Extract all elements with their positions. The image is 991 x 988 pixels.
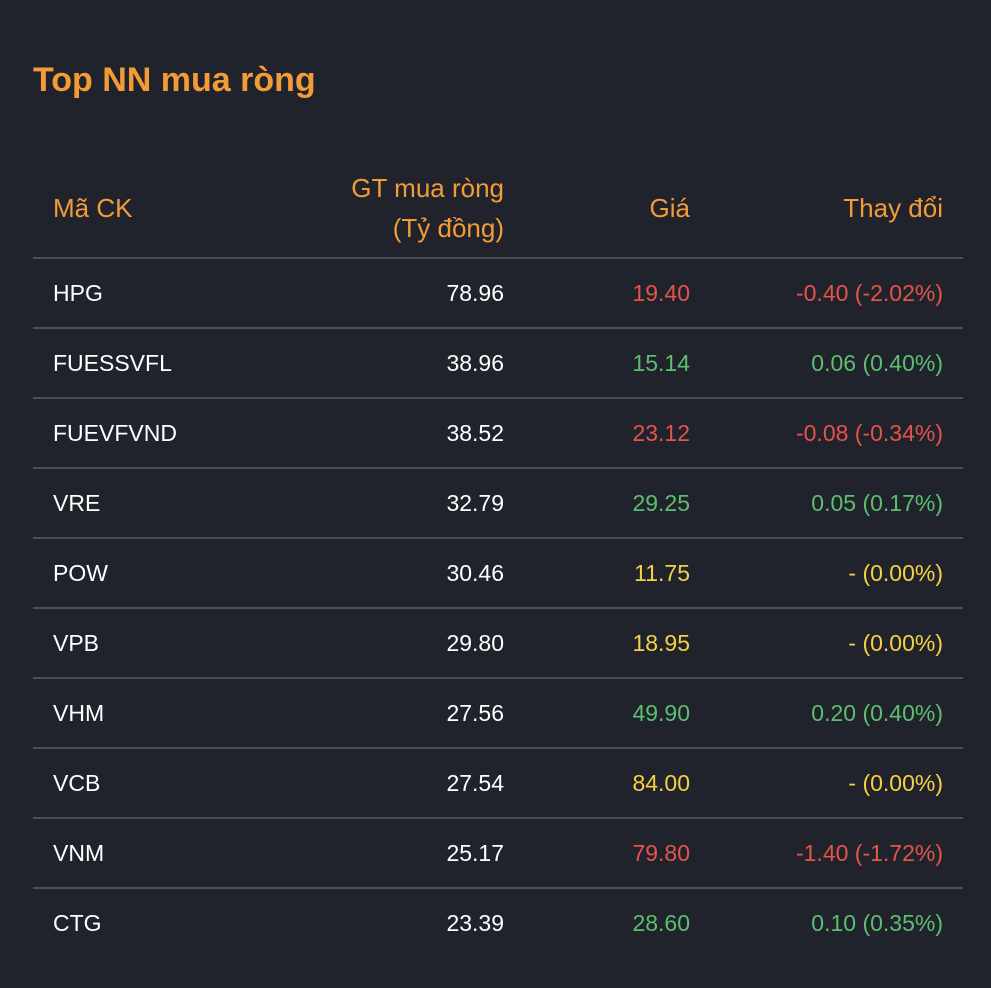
table-row[interactable]: FUESSVFL 38.96 15.14 0.06 (0.40%) — [33, 328, 963, 399]
price-cell: 79.80 — [524, 818, 710, 889]
table-header-row: Mã CK GT mua ròng (Tỷ đồng) Giá Thay đổi — [33, 158, 963, 259]
price-cell: 28.60 — [632, 910, 690, 936]
net-buy-value-cell: 27.54 — [283, 748, 524, 819]
price-cell: 11.75 — [524, 538, 710, 609]
table-row[interactable]: VHM 27.56 49.90 0.20 (0.40%) — [33, 678, 963, 749]
change-cell: 0.10 (0.35%) — [811, 910, 943, 936]
table-row[interactable]: CTG 23.39 28.60 0.10 (0.35%) — [33, 888, 963, 958]
stock-code-cell: VCB — [33, 748, 283, 819]
net-buy-value-cell: 27.56 — [283, 678, 524, 749]
stock-code-cell: FUEVFVND — [33, 398, 283, 469]
table-row[interactable]: FUEVFVND 38.52 23.12 -0.08 (-0.34%) — [33, 398, 963, 469]
change-cell: 0.20 (0.40%) — [710, 678, 963, 749]
change-cell: -1.40 (-1.72%) — [710, 818, 963, 889]
price-cell: 19.40 — [524, 258, 710, 329]
net-buy-value-cell: 78.96 — [283, 258, 524, 329]
table-row[interactable]: VPB 29.80 18.95- (0.00%) — [33, 608, 963, 679]
net-buy-value-cell: 38.96 — [283, 328, 524, 399]
change-cell: - (0.00%) — [710, 748, 963, 819]
net-buy-value-cell: 29.80 — [283, 608, 524, 679]
table-row[interactable]: VNM 25.17 79.80 -1.40 (-1.72%) — [33, 818, 963, 889]
stock-code-cell: CTG — [53, 910, 102, 936]
header-net-buy-value: GT mua ròng (Tỷ đồng) — [283, 158, 524, 259]
table-body: HPG 78.96 19.40 -0.40 (-2.02%) FUESSVFL 38.96… — [33, 258, 963, 958]
change-cell: - (0.00%) — [710, 538, 963, 609]
stock-code-cell: POW — [33, 538, 283, 609]
price-cell: 15.14 — [524, 328, 710, 399]
change-cell: -0.08 (-0.34%) — [710, 398, 963, 469]
table-row[interactable]: VRE 32.79 29.25 0.05 (0.17%) — [33, 468, 963, 539]
header-net-buy-value-line2: (Tỷ đồng) — [392, 212, 504, 243]
table-row[interactable]: VCB 27.54 84.00- (0.00%) — [33, 748, 963, 819]
change-cell: 0.06 (0.40%) — [710, 328, 963, 399]
price-cell: 84.00 — [524, 748, 710, 819]
price-cell: 49.90 — [524, 678, 710, 749]
net-buy-value-cell: 25.17 — [283, 818, 524, 889]
net-buy-table: Mã CK GT mua ròng (Tỷ đồng) Giá Thay đổi… — [33, 158, 963, 958]
header-price: Giá — [524, 158, 710, 259]
stock-code-cell: FUESSVFL — [33, 328, 283, 399]
net-buy-value-cell: 23.39 — [446, 910, 504, 936]
table-row[interactable]: POW 30.46 11.75- (0.00%) — [33, 538, 963, 609]
stock-code-cell: VNM — [33, 818, 283, 889]
net-buy-value-cell: 38.52 — [283, 398, 524, 469]
price-cell: 23.12 — [524, 398, 710, 469]
header-net-buy-value-line1: GT mua ròng — [351, 172, 504, 203]
stock-code-cell: VRE — [33, 468, 283, 539]
panel-title: Top NN mua ròng — [33, 61, 316, 99]
header-code: Mã CK — [33, 158, 283, 259]
price-cell: 18.95 — [524, 608, 710, 679]
header-change: Thay đổi — [710, 158, 963, 259]
change-cell: 0.05 (0.17%) — [710, 468, 963, 539]
table-header: Mã CK GT mua ròng (Tỷ đồng) Giá Thay đổi — [33, 158, 963, 259]
change-cell: -0.40 (-2.02%) — [710, 258, 963, 329]
stock-code-cell: HPG — [33, 258, 283, 329]
net-buy-value-cell: 30.46 — [283, 538, 524, 609]
stock-code-cell: VPB — [33, 608, 283, 679]
stock-code-cell: VHM — [33, 678, 283, 749]
price-cell: 29.25 — [524, 468, 710, 539]
table-row[interactable]: HPG 78.96 19.40 -0.40 (-2.02%) — [33, 258, 963, 329]
change-cell: - (0.00%) — [710, 608, 963, 679]
net-buy-value-cell: 32.79 — [283, 468, 524, 539]
